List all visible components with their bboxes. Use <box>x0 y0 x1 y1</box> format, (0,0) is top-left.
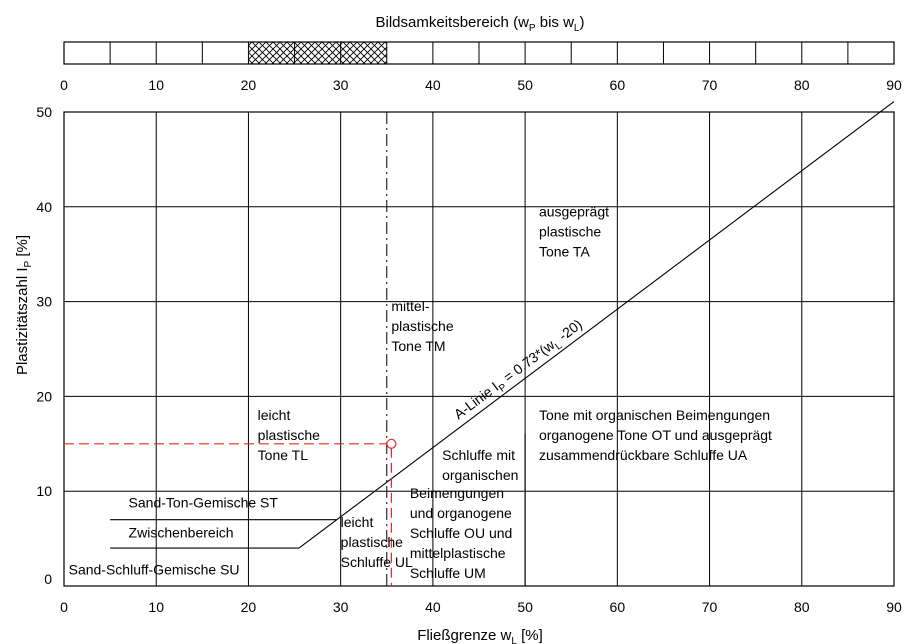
chart-title: Bildsamkeitsbereich (wP bis wL) <box>376 14 585 34</box>
y-tick-label: 0 <box>44 571 52 587</box>
top-tick-label: 20 <box>241 77 257 93</box>
region-label-line: plastische <box>258 427 320 443</box>
region-label: leicht plastische Schluffe UL <box>341 514 413 570</box>
y-axis-title: Plastizitätszahl IP [%] <box>14 235 34 375</box>
region-label-line: Sand-Schluff-Gemische SU <box>69 562 240 578</box>
top-tick-label: 80 <box>794 77 810 93</box>
top-tick-label: 30 <box>333 77 349 93</box>
region-label-line: organogene Tone OT und ausgeprägt <box>539 427 772 443</box>
region-label: leicht plastische Tone TL <box>258 407 320 463</box>
hatched-range <box>248 42 387 64</box>
x-tick-label: 20 <box>241 599 257 615</box>
region-label-line: ausgeprägt <box>539 203 609 219</box>
region-label: Schluffe mit organischen <box>442 447 518 483</box>
region-label-line: Tone TL <box>258 447 309 463</box>
range-bar-frame <box>63 41 895 65</box>
region-label-line: leicht <box>341 514 374 530</box>
x-tick-label: 90 <box>886 599 902 615</box>
top-tick-label: 70 <box>702 77 718 93</box>
region-label-line: mittel- <box>391 298 429 314</box>
region-label-line: Zwischenbereich <box>129 525 234 541</box>
region-label-line: zusammendrückbare Schluffe UA <box>539 447 748 463</box>
top-tick-label: 0 <box>60 77 68 93</box>
region-label-line: und organogene <box>410 505 512 521</box>
x-tick-label: 30 <box>333 599 349 615</box>
region-label-line: Schluffe OU und <box>410 525 512 541</box>
region-label: Zwischenbereich <box>129 525 234 541</box>
y-tick-label: 10 <box>36 483 52 499</box>
gridlines <box>64 112 894 586</box>
region-label-line: Beimengungen <box>410 485 504 501</box>
y-tick-label: 20 <box>36 388 52 404</box>
region-label-line: Tone mit organischen Beimengungen <box>539 407 770 423</box>
region-label-line: Schluffe UL <box>341 554 413 570</box>
y-tick-label: 50 <box>36 104 52 120</box>
region-label-line: Tone TM <box>391 338 445 354</box>
x-axis-title: Fließgrenze wL [%] <box>417 627 543 644</box>
x-tick-label: 80 <box>794 599 810 615</box>
region-label-line: Tone TA <box>539 243 591 259</box>
region-label: mittel-plastische Tone TM <box>391 298 453 354</box>
top-tick-label: 50 <box>517 77 533 93</box>
region-label-line: Sand-Ton-Gemische ST <box>129 494 279 510</box>
region-label-line: Schluffe mit <box>442 447 515 463</box>
region-label: Sand-Schluff-Gemische SU <box>69 562 240 578</box>
region-label-line: plastische <box>391 318 453 334</box>
region-label-line: organischen <box>442 467 518 483</box>
x-tick-label: 40 <box>425 599 441 615</box>
x-tick-label: 0 <box>60 599 68 615</box>
y-tick-label: 40 <box>36 199 52 215</box>
region-label-line: plastische <box>539 223 601 239</box>
top-tick-label: 40 <box>425 77 441 93</box>
a-line <box>298 101 895 549</box>
region-label-line: mittelplastische <box>410 545 506 561</box>
x-tick-label: 10 <box>148 599 164 615</box>
region-label: Sand-Ton-Gemische ST <box>129 494 279 510</box>
region-label-line: leicht <box>258 407 291 423</box>
plot-frame <box>63 111 895 587</box>
region-label: ausgeprägt plastische Tone TA <box>539 203 609 259</box>
top-tick-label: 60 <box>610 77 626 93</box>
top-tick-label: 90 <box>886 77 902 93</box>
x-tick-label: 50 <box>517 599 533 615</box>
region-label: Tone mit organischen Beimengungen organog… <box>539 407 772 463</box>
sample-point <box>386 438 397 449</box>
region-label: Beimengungen und organogene Schluffe OU un… <box>410 485 512 581</box>
region-label-line: plastische <box>341 534 403 550</box>
x-tick-label: 60 <box>610 599 626 615</box>
x-tick-label: 70 <box>702 599 718 615</box>
plasticity-range-bar <box>63 41 895 65</box>
region-label-line: Schluffe UM <box>410 565 486 581</box>
y-tick-label: 30 <box>36 294 52 310</box>
top-tick-label: 10 <box>148 77 164 93</box>
